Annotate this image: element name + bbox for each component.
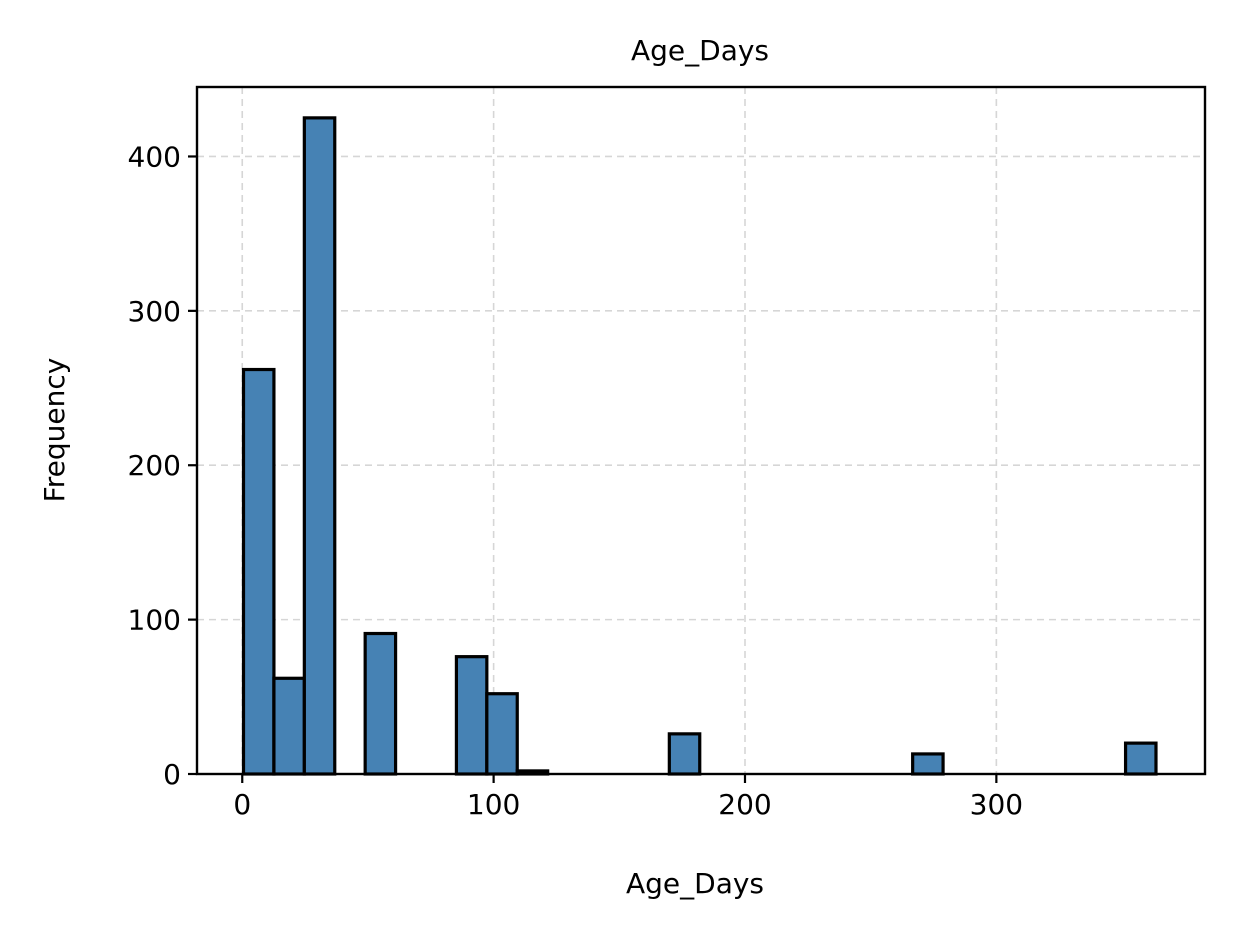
histogram-bar (302, 116, 337, 776)
histogram-bar (667, 732, 702, 776)
grid-lines (197, 87, 1205, 775)
histogram-bar (485, 692, 519, 776)
x-axis-label: Age_Days (626, 867, 764, 900)
histogram-bar (363, 631, 398, 776)
x-tick-label: 0 (233, 788, 251, 821)
chart-title: Age_Days (631, 34, 769, 67)
plot-frame (195, 85, 1207, 776)
y-axis-label: Frequency (38, 358, 71, 503)
histogram-bar (272, 676, 306, 776)
y-tick-label: 400 (128, 140, 181, 173)
x-tick-label: 200 (718, 788, 771, 821)
histogram-bars (241, 116, 1158, 776)
y-tick-label: 300 (128, 295, 181, 328)
x-tick-label: 300 (970, 788, 1023, 821)
x-tick-label: 100 (467, 788, 520, 821)
histogram-bar (241, 367, 276, 776)
y-tick-label: 200 (128, 449, 181, 482)
y-tick-label: 100 (128, 604, 181, 637)
histogram-bar (1123, 741, 1158, 776)
y-tick-label: 0 (163, 758, 181, 791)
histogram-bar (454, 655, 489, 776)
histogram-bar (911, 752, 945, 776)
axis-ticks: 0 100 200 300 0 100 200 300 400 (128, 140, 1024, 821)
